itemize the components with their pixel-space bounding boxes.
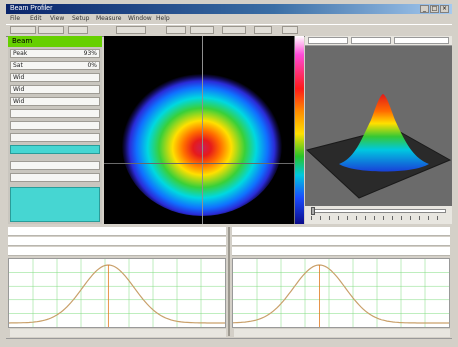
title-bar: Beam Profiler _ □ × [6, 4, 452, 14]
menu-bar: File Edit View Setup Measure Window Help [6, 15, 452, 23]
maximize-button[interactable]: □ [430, 5, 439, 13]
parameter-row[interactable] [10, 121, 100, 130]
highlight-row[interactable] [11, 190, 99, 199]
3d-beam-plot [305, 94, 452, 199]
toolbar-button[interactable] [222, 26, 246, 34]
y-profile-status [234, 329, 450, 337]
parameter-row[interactable]: Wid [10, 85, 100, 94]
toolbar-button[interactable] [38, 26, 64, 34]
parameter-row[interactable]: Peak 93% [10, 49, 100, 58]
y-profile-trace [233, 264, 449, 324]
menu-file[interactable]: File [10, 15, 21, 22]
x-measurement-row [8, 227, 226, 236]
toolbar-button[interactable] [68, 26, 88, 34]
close-button[interactable]: × [440, 5, 449, 13]
crosshair-horizontal[interactable] [104, 163, 294, 164]
beam-image-view[interactable] [104, 36, 294, 224]
crosshair-vertical[interactable] [202, 36, 203, 224]
y-measurement-row [232, 247, 450, 256]
toolbar-button[interactable] [166, 26, 186, 34]
3d-view-field[interactable] [308, 37, 348, 44]
y-measurement-row [232, 227, 450, 236]
highlight-block [10, 187, 100, 222]
x-profile-trace [9, 264, 225, 324]
color-scale-bar [294, 36, 304, 224]
highlight-row[interactable] [11, 212, 99, 221]
x-profile-svg [9, 259, 225, 327]
menu-measure[interactable]: Measure [96, 15, 122, 22]
3d-view[interactable] [305, 36, 452, 224]
rotation-slider[interactable] [311, 209, 446, 213]
3d-view-controls [305, 206, 452, 224]
pane-divider[interactable] [228, 227, 230, 336]
toolbar-button[interactable] [10, 26, 36, 34]
parameter-label: Wid [13, 74, 25, 81]
parameter-value: 0% [87, 62, 97, 69]
parameter-label: Sat [13, 62, 23, 69]
x-profile-status [10, 329, 226, 337]
parameter-value: 93% [83, 50, 97, 57]
x-profile-plot[interactable] [8, 258, 226, 328]
beam-parameter-panel: Beam Peak 93% Sat 0% Wid Wid Wid [8, 36, 102, 224]
menu-setup[interactable]: Setup [72, 15, 90, 22]
status-bar [6, 338, 452, 346]
menu-view[interactable]: View [50, 15, 65, 22]
parameter-row[interactable] [10, 133, 100, 142]
toolbar-button[interactable] [190, 26, 214, 34]
parameter-row[interactable]: Sat 0% [10, 61, 100, 70]
3d-peak [339, 94, 429, 172]
x-measurement-row [8, 247, 226, 256]
parameter-row[interactable] [10, 109, 100, 118]
minimize-button[interactable]: _ [420, 5, 429, 13]
y-profile-svg [233, 259, 449, 327]
parameter-row[interactable] [10, 145, 100, 154]
parameter-label: Wid [13, 86, 25, 93]
parameter-label: Peak [13, 50, 28, 57]
menu-window[interactable]: Window [128, 15, 152, 22]
parameter-label: Wid [13, 98, 25, 105]
toolbar-button[interactable] [282, 26, 298, 34]
3d-view-field[interactable] [394, 37, 449, 44]
panel-header: Beam [8, 36, 102, 47]
3d-view-field[interactable] [351, 37, 391, 44]
menu-help[interactable]: Help [156, 15, 170, 22]
parameter-row[interactable]: Wid [10, 97, 100, 106]
x-measurement-row [8, 237, 226, 246]
window-title: Beam Profiler [10, 5, 53, 12]
y-profile-plot[interactable] [232, 258, 450, 328]
y-measurement-row [232, 237, 450, 246]
toolbar-button[interactable] [254, 26, 272, 34]
slider-ticks [311, 216, 446, 220]
highlight-row[interactable] [11, 201, 99, 210]
parameter-row[interactable] [10, 161, 100, 170]
toolbar-button[interactable] [116, 26, 146, 34]
menu-edit[interactable]: Edit [30, 15, 42, 22]
3d-view-header [305, 36, 452, 46]
parameter-row[interactable] [10, 173, 100, 182]
rotation-slider-thumb[interactable] [311, 207, 315, 215]
parameter-row[interactable]: Wid [10, 73, 100, 82]
